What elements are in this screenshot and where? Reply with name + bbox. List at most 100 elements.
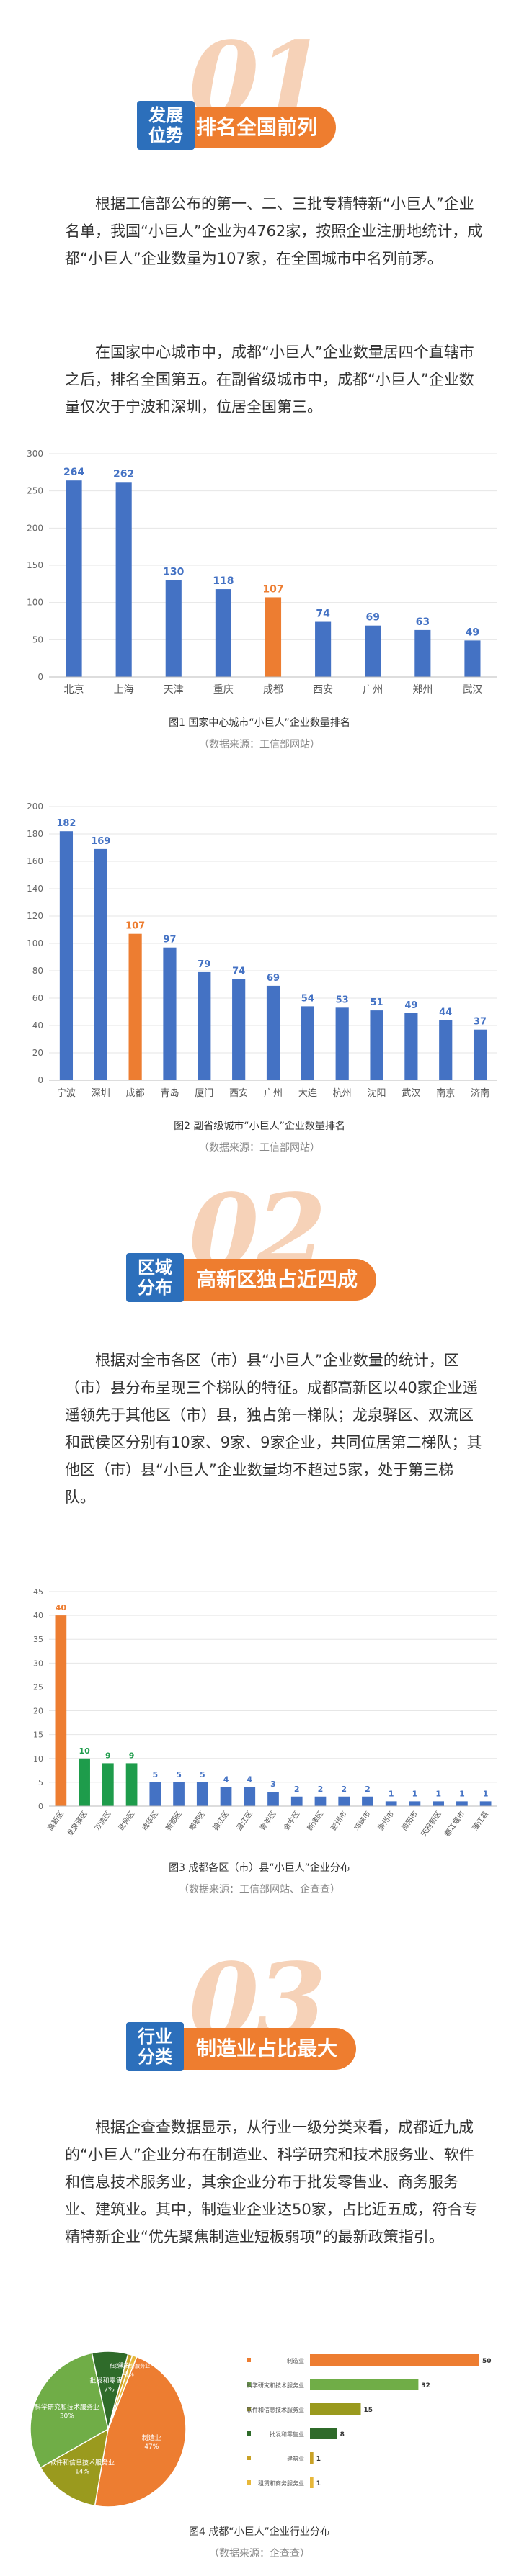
- x-tick-label: 深圳: [92, 1088, 110, 1099]
- x-tick-label: 郑州: [412, 684, 432, 696]
- x-tick-label: 厦门: [195, 1088, 213, 1099]
- bar-7: [266, 985, 280, 1080]
- x-tick-label: 天津: [164, 684, 184, 696]
- x-tick-label: 新都区: [164, 1809, 184, 1832]
- bar-6: [173, 1782, 185, 1806]
- data-label: 118: [213, 575, 234, 587]
- hbar-value: 50: [482, 2358, 492, 2365]
- data-label: 97: [163, 935, 176, 946]
- x-tick-label: 天府新区: [419, 1809, 443, 1838]
- bar-4: [163, 947, 177, 1080]
- pie-slice-label: 科学研究和技术服务业: [35, 2402, 99, 2411]
- hbar-value: 1: [316, 2456, 321, 2463]
- bar-2: [94, 848, 107, 1080]
- x-tick-label: 成都: [263, 684, 283, 696]
- y-tick-label: 20: [33, 1707, 43, 1716]
- y-tick-label: 0: [37, 672, 43, 682]
- data-label: 69: [365, 612, 379, 624]
- data-label: 10: [79, 1746, 90, 1756]
- hbar-3: [310, 2403, 361, 2415]
- hbar-value: 15: [364, 2407, 373, 2414]
- data-label: 5: [152, 1770, 158, 1780]
- pie-slice-pct: 30%: [60, 2413, 74, 2420]
- data-label: 1: [459, 1789, 465, 1798]
- x-tick-label: 郫都区: [187, 1809, 207, 1832]
- bar-8: [414, 629, 431, 677]
- data-label: 4: [223, 1775, 229, 1785]
- data-label: 130: [163, 567, 184, 578]
- legend-swatch: [247, 2358, 251, 2362]
- y-tick-label: 0: [38, 1802, 43, 1811]
- bar-category-label: 软件和信息技术服务业: [247, 2406, 304, 2413]
- bar-17: [432, 1801, 445, 1806]
- hbar-6: [310, 2477, 314, 2488]
- x-tick-label: 济南: [471, 1087, 489, 1099]
- y-tick-label: 100: [27, 598, 43, 608]
- x-tick-label: 沈阳: [368, 1088, 386, 1099]
- x-tick-label: 蒲江县: [470, 1809, 490, 1832]
- section-tag-03-line2: 分类: [138, 2047, 172, 2067]
- bar-13: [338, 1796, 350, 1806]
- bar-3: [128, 933, 142, 1080]
- data-label: 63: [416, 616, 430, 628]
- section-tag-03: 行业 分类: [126, 2022, 184, 2071]
- bar-12: [314, 1796, 327, 1806]
- data-label: 3: [270, 1780, 276, 1789]
- bar-16: [409, 1801, 421, 1806]
- y-tick-label: 25: [33, 1682, 43, 1692]
- y-tick-label: 250: [27, 486, 43, 496]
- legend-swatch: [247, 2382, 251, 2387]
- paragraph-1: 根据工信部公布的第一、二、三批专精特新“小巨人”企业名单，我国“小巨人”企业为4…: [65, 195, 483, 267]
- section-tag-02-line2: 分布: [138, 1278, 172, 1298]
- bar-1: [59, 831, 74, 1080]
- x-tick-label: 宁波: [57, 1087, 76, 1099]
- bar-5: [198, 971, 211, 1080]
- data-label: 107: [262, 583, 283, 595]
- bar-4: [215, 589, 231, 677]
- bar-15: [385, 1801, 397, 1806]
- y-tick-label: 10: [33, 1754, 43, 1764]
- chart1-source: （数据来源：工信部网站）: [199, 739, 320, 750]
- chart-chengdu-districts: 05101520253035404540高新区10龙泉驿区9双流区9武侯区5成华…: [33, 1587, 497, 1838]
- x-tick-label: 西安: [229, 1088, 248, 1099]
- x-tick-label: 杭州: [333, 1088, 352, 1099]
- y-tick-label: 160: [27, 856, 43, 866]
- data-label: 49: [466, 627, 479, 638]
- chart2-caption: 图2 副省级城市“小巨人”企业数量排名: [174, 1121, 345, 1132]
- bar-3: [102, 1763, 114, 1806]
- pie-slice-6: [107, 2354, 138, 2430]
- bar-8: [301, 1006, 314, 1080]
- y-tick-label: 45: [33, 1587, 43, 1597]
- data-label: 79: [198, 959, 210, 970]
- bar-6: [315, 621, 332, 677]
- bar-14: [362, 1796, 373, 1806]
- pie-slice-pct: 1%: [126, 2372, 134, 2378]
- pie-slice-pct: 7%: [104, 2386, 115, 2393]
- x-tick-label: 邛崃市: [352, 1809, 373, 1832]
- pie-slice-pct: 47%: [144, 2443, 159, 2451]
- bar-9: [244, 1787, 256, 1806]
- legend-swatch: [247, 2480, 251, 2485]
- bar-7: [196, 1782, 208, 1806]
- x-tick-label: 武汉: [402, 1088, 420, 1099]
- x-tick-label: 北京: [64, 684, 84, 696]
- data-label: 74: [316, 609, 330, 620]
- data-label: 37: [474, 1017, 487, 1028]
- bar-9: [335, 1007, 349, 1080]
- data-label: 54: [301, 993, 314, 1004]
- bar-10: [267, 1792, 279, 1806]
- chart1-caption: 图1 国家中心城市“小巨人”企业数量排名: [169, 717, 350, 729]
- pie-slice-label: 批发和零售业: [90, 2376, 129, 2384]
- x-tick-label: 重庆: [213, 684, 234, 696]
- data-label: 107: [125, 921, 145, 932]
- bar-8: [220, 1787, 232, 1806]
- bar-1: [55, 1615, 67, 1806]
- bar-11: [404, 1013, 418, 1080]
- bar-7: [365, 625, 381, 677]
- x-tick-label: 武侯区: [116, 1809, 136, 1832]
- y-tick-label: 120: [27, 911, 43, 921]
- bar-category-label: 制造业: [287, 2357, 304, 2364]
- bar-2: [115, 482, 132, 677]
- data-label: 40: [56, 1603, 67, 1612]
- pie-slice-1: [94, 2356, 187, 2508]
